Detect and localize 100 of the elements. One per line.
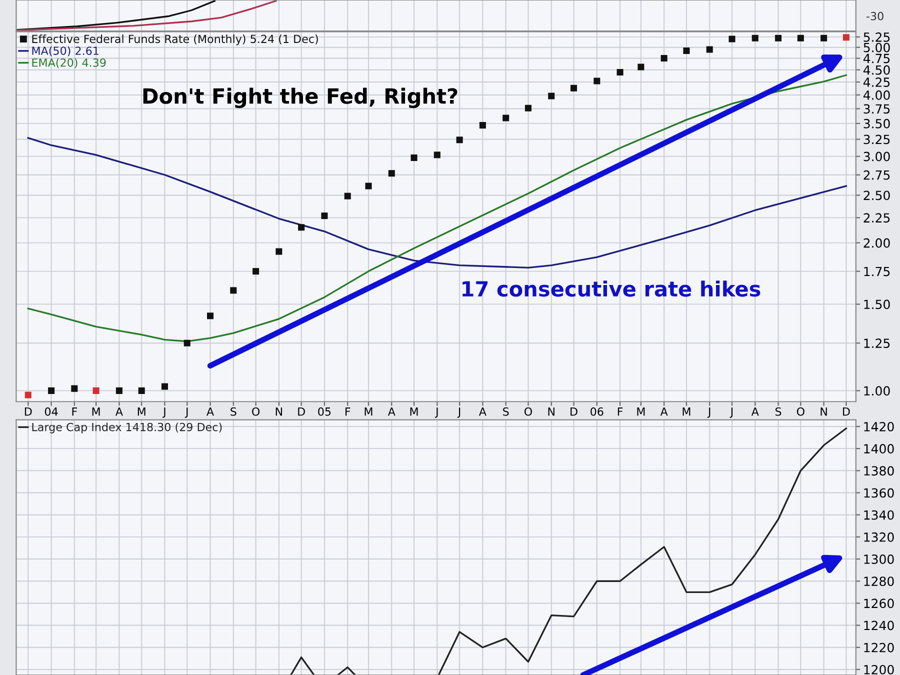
point bbox=[138, 387, 145, 394]
x-tick-label: M bbox=[410, 408, 418, 416]
y-tick-label: 1420 bbox=[864, 422, 894, 432]
x-tick-label: O bbox=[252, 407, 260, 416]
point bbox=[184, 340, 190, 346]
x-tick-label: J bbox=[707, 408, 710, 418]
y-tick-label: 2.25 bbox=[864, 213, 890, 223]
point bbox=[252, 268, 260, 275]
y-tick-label: 3.75 bbox=[864, 104, 890, 114]
y-tick-label: 5.25 bbox=[864, 32, 890, 42]
point bbox=[48, 387, 55, 394]
y-tick-label: 4.75 bbox=[863, 54, 890, 64]
legend-label: Effective Federal Funds Rate (Monthly) 5.24 (1 Dec) bbox=[32, 34, 318, 46]
x-tick-label: A bbox=[115, 408, 123, 416]
y-tick-label: 1200 bbox=[864, 664, 894, 674]
point bbox=[276, 248, 282, 255]
point bbox=[616, 68, 624, 76]
x-tick-label: J bbox=[434, 408, 438, 418]
y-tick-label: 1.50 bbox=[864, 300, 890, 310]
y-tick-label: 1280 bbox=[864, 576, 894, 586]
point bbox=[594, 78, 600, 84]
x-tick-label: O bbox=[524, 407, 532, 416]
x-tick-label: J bbox=[184, 408, 188, 418]
y-tick-label: 3.00 bbox=[864, 152, 890, 162]
point bbox=[344, 192, 351, 200]
y-tick-label: 1360 bbox=[864, 488, 894, 498]
y-tick-label: 1240 bbox=[864, 620, 894, 630]
x-tick-label: D bbox=[298, 408, 305, 416]
point bbox=[24, 392, 32, 398]
y-tick-label: 3.50 bbox=[864, 118, 890, 128]
point bbox=[638, 64, 644, 70]
y-tick-label: 1.75 bbox=[864, 266, 890, 276]
point bbox=[116, 387, 122, 394]
x-tick-label: D bbox=[24, 408, 32, 416]
x-tick-label: J bbox=[730, 408, 733, 418]
point bbox=[456, 136, 463, 144]
point bbox=[775, 34, 782, 42]
y-tick-label: 5.00 bbox=[864, 42, 890, 52]
x-tick-label: 05 bbox=[318, 407, 331, 416]
point bbox=[728, 36, 736, 42]
point bbox=[524, 104, 532, 112]
legend-label: Large Cap Index 1418.30 (29 Dec) bbox=[32, 422, 222, 434]
y-tick-label: 4.25 bbox=[863, 77, 890, 87]
y-tick-label: 1320 bbox=[864, 532, 894, 542]
point bbox=[388, 170, 395, 177]
point bbox=[820, 34, 828, 42]
x-tick-label: M bbox=[364, 408, 372, 416]
x-tick-label: 06 bbox=[590, 407, 604, 416]
point bbox=[660, 55, 668, 62]
x-tick-label: J bbox=[162, 408, 166, 418]
y-tick-label: 1380 bbox=[864, 466, 894, 476]
x-tick-label: O bbox=[796, 407, 804, 416]
annotation: 17 consecutive rate hikes bbox=[462, 280, 760, 297]
x-tick-label: D bbox=[570, 408, 578, 416]
y-tick-label: 2.50 bbox=[864, 190, 890, 200]
x-tick-label: N bbox=[276, 408, 282, 416]
y-tick-label: 4.00 bbox=[863, 90, 890, 100]
point bbox=[207, 312, 214, 320]
y-tick-label: 1220 bbox=[864, 642, 894, 652]
point bbox=[230, 287, 237, 294]
y-tick-label: 1300 bbox=[864, 554, 894, 564]
x-tick-label: A bbox=[388, 408, 396, 416]
y-tick-label: 1.25 bbox=[864, 338, 890, 348]
point bbox=[479, 122, 486, 129]
y-tick-label: 2.00 bbox=[864, 238, 890, 248]
point bbox=[683, 48, 690, 54]
x-tick-label: M bbox=[682, 408, 690, 416]
point bbox=[161, 383, 168, 390]
y-tick-label: 3.25 bbox=[864, 134, 890, 144]
x-tick-label: F bbox=[345, 408, 350, 416]
point bbox=[570, 84, 578, 92]
x-tick-label: M bbox=[138, 408, 146, 416]
x-tick-label: M bbox=[92, 408, 100, 416]
point bbox=[502, 114, 510, 122]
x-tick-label: S bbox=[503, 407, 509, 416]
point bbox=[365, 182, 372, 190]
y-tick-label: 2.75 bbox=[864, 170, 890, 180]
x-tick-label: N bbox=[820, 408, 827, 416]
x-tick-label: A bbox=[206, 408, 214, 416]
x-tick-label: A bbox=[660, 408, 668, 416]
x-tick-label: J bbox=[457, 408, 460, 418]
x-tick-label: 04 bbox=[44, 407, 58, 416]
point bbox=[797, 34, 804, 42]
annotation: Don't Fight the Fed, Right? bbox=[143, 88, 458, 108]
text: -30 bbox=[866, 12, 884, 20]
x-tick-label: F bbox=[72, 408, 77, 416]
point bbox=[548, 92, 555, 100]
y-tick-label: 4.50 bbox=[863, 65, 890, 75]
point bbox=[298, 224, 305, 231]
x-tick-label: D bbox=[843, 408, 850, 416]
y-tick-label: 1340 bbox=[864, 510, 894, 520]
point bbox=[410, 154, 418, 162]
x-tick-label: F bbox=[618, 408, 623, 416]
point bbox=[706, 46, 713, 53]
x-tick-label: A bbox=[751, 408, 759, 416]
point bbox=[71, 385, 78, 392]
legend-label: MA(50) 2.61 bbox=[32, 46, 98, 56]
y-tick-label: 1.00 bbox=[864, 386, 890, 396]
point bbox=[434, 152, 440, 158]
x-tick-label: S bbox=[230, 407, 236, 416]
